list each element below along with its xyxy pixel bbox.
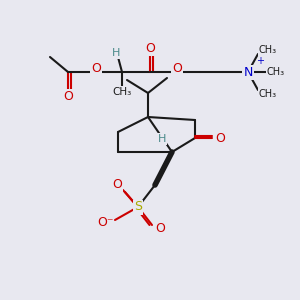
Text: O: O xyxy=(145,41,155,55)
Text: O: O xyxy=(155,223,165,236)
Text: S: S xyxy=(134,200,142,214)
Text: CH₃: CH₃ xyxy=(259,89,277,99)
Text: H: H xyxy=(158,134,166,144)
Text: O: O xyxy=(112,178,122,190)
Text: H: H xyxy=(112,48,120,58)
Text: CH₃: CH₃ xyxy=(112,87,132,97)
Text: CH₃: CH₃ xyxy=(259,45,277,55)
Text: CH₃: CH₃ xyxy=(267,67,285,77)
Text: O: O xyxy=(63,89,73,103)
Text: O: O xyxy=(215,131,225,145)
Text: O: O xyxy=(91,62,101,76)
Text: +: + xyxy=(256,56,264,66)
Text: O: O xyxy=(172,62,182,76)
Text: N: N xyxy=(243,65,253,79)
Text: O⁻: O⁻ xyxy=(97,217,113,230)
